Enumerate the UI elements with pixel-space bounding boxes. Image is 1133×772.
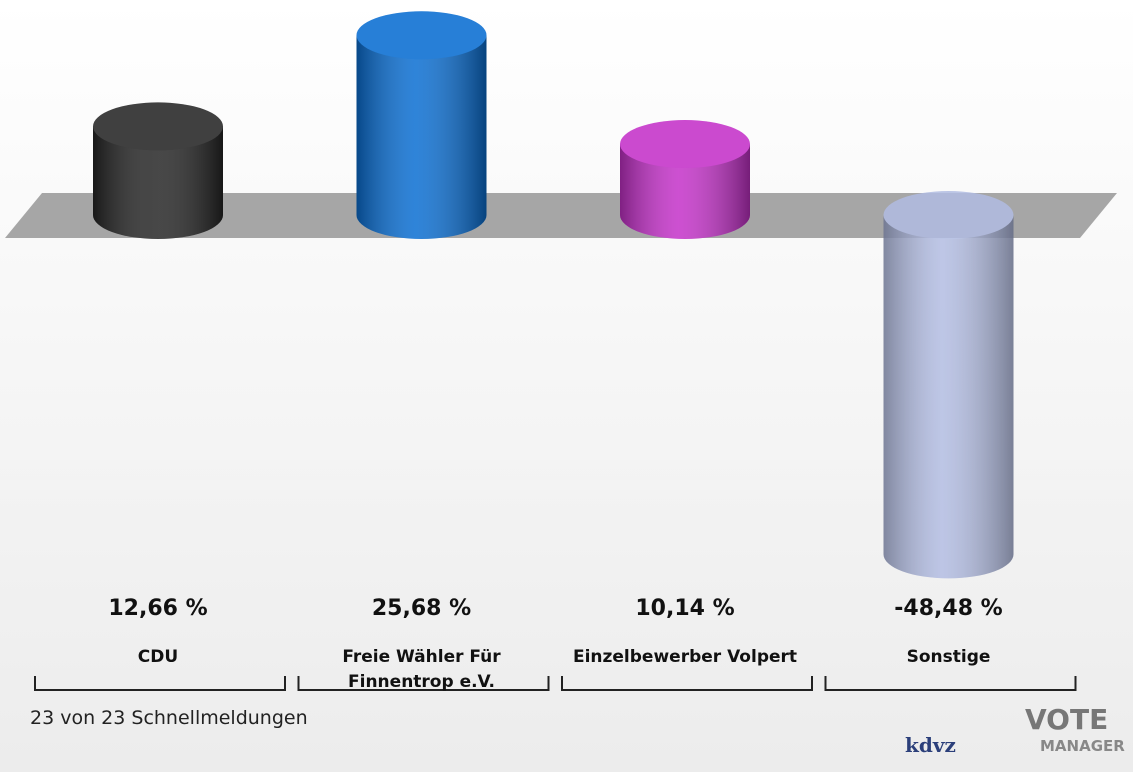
value-label: 12,66 % — [108, 596, 208, 621]
base-plane — [5, 193, 1117, 238]
cylinder — [93, 102, 223, 239]
bar-cap-light — [883, 191, 1014, 239]
cylinder — [356, 11, 487, 240]
cylinder — [883, 191, 1014, 579]
value-label: 25,68 % — [371, 596, 472, 621]
bar-shade — [93, 126, 223, 239]
bar-cap — [356, 11, 487, 60]
bracket — [297, 676, 550, 691]
bar-cap — [883, 191, 1014, 239]
bar-cap-light — [620, 120, 750, 169]
value-label: -48,48 % — [894, 596, 1003, 621]
logo-vote: VOTE — [1025, 703, 1109, 736]
logo-kdvz: kdvz — [905, 733, 956, 757]
cylinder — [620, 120, 750, 239]
bar-shade — [620, 144, 750, 239]
bar-cap-light — [93, 102, 223, 151]
bar-shade — [356, 35, 487, 240]
bracket — [824, 676, 1077, 691]
bar-cap — [93, 102, 223, 151]
category-label: Einzelbewerber Volpert — [572, 647, 798, 667]
bar-cap — [620, 120, 750, 169]
footnote: 23 von 23 Schnellmeldungen — [30, 707, 308, 729]
category-label: Sonstige — [906, 647, 991, 667]
bar-shade — [883, 215, 1014, 579]
bar-cap-light — [356, 11, 487, 60]
bracket — [561, 676, 813, 691]
value-label: 10,14 % — [635, 596, 735, 621]
bracket — [34, 676, 286, 691]
category-label: CDU — [137, 647, 179, 667]
logo-manager: MANAGER — [1040, 737, 1125, 755]
category-label: Freie Wähler Für Finnentrop e.V. — [342, 647, 501, 692]
